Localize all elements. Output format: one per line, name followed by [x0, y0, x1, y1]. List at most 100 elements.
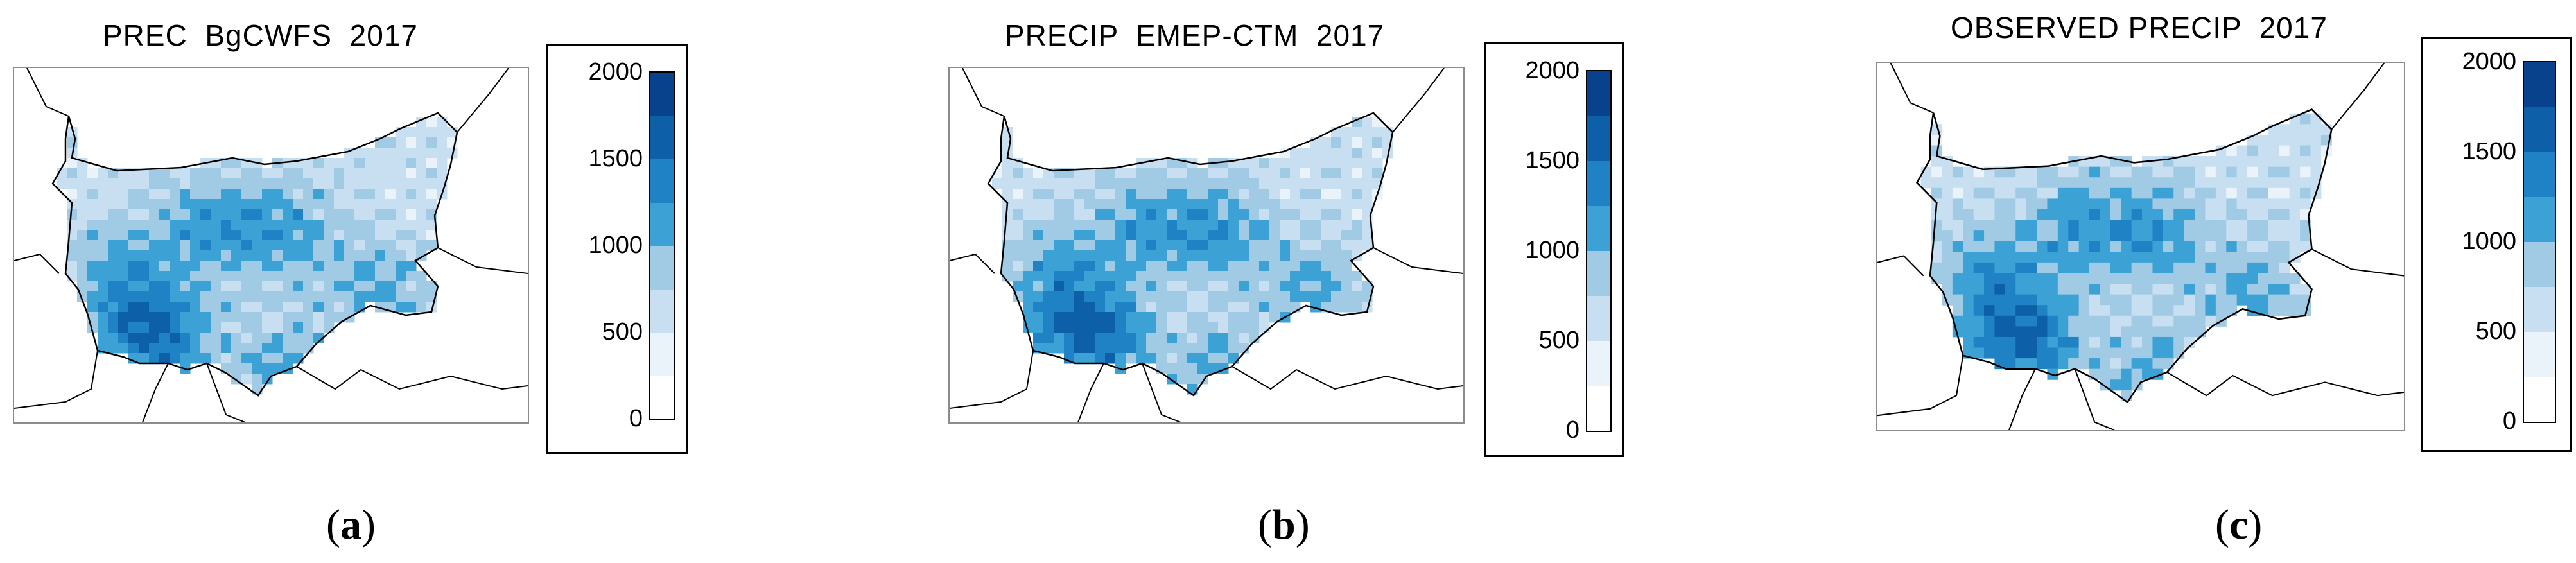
precip-cell	[2110, 252, 2121, 263]
precip-cell	[1084, 250, 1095, 261]
precip-cell	[1167, 209, 1178, 220]
precip-cell	[1197, 271, 1208, 282]
precip-cell	[2005, 358, 2016, 370]
precip-cell	[2184, 177, 2195, 189]
precip-cell	[1136, 312, 1147, 323]
precip-cell	[1952, 177, 1963, 189]
precip-cell	[303, 281, 314, 292]
precip-cell	[283, 312, 293, 323]
precip-cell	[1218, 312, 1229, 323]
precip-cell	[1074, 209, 1085, 220]
precip-cell	[128, 189, 139, 200]
precip-cell	[2057, 220, 2069, 231]
precip-cell	[1942, 177, 1953, 189]
precip-cell	[1269, 189, 1280, 200]
precip-cell	[1208, 302, 1219, 313]
precip-cell	[170, 220, 180, 230]
precip-cell	[1115, 281, 1126, 292]
precip-cell	[190, 322, 201, 333]
precip-cell	[2068, 241, 2080, 252]
precip-cell	[2289, 230, 2301, 242]
precip-cell	[2173, 198, 2185, 210]
precip-cell	[293, 271, 304, 282]
precip-cell	[1362, 281, 1373, 292]
precip-cell	[1942, 209, 1953, 221]
precip-cell	[1218, 281, 1229, 292]
precip-cell	[2110, 336, 2121, 349]
precip-cell	[2089, 262, 2100, 273]
precip-cell	[2047, 358, 2058, 370]
precip-cell	[2078, 284, 2090, 295]
precip-cell	[1002, 240, 1013, 251]
precip-cell	[1984, 294, 1995, 306]
precip-cell	[1105, 168, 1116, 179]
precip-cell	[1043, 322, 1054, 333]
precip-cell	[2152, 209, 2164, 221]
precip-cell	[1084, 312, 1095, 323]
precip-cell	[1331, 250, 1342, 261]
precip-cell	[231, 353, 242, 364]
precip-cell	[1146, 178, 1157, 189]
precip-cell	[2078, 209, 2090, 221]
precip-cell	[1331, 220, 1342, 230]
precip-cell	[1208, 250, 1219, 261]
precip-cell	[2037, 198, 2048, 210]
precip-cell	[324, 250, 335, 261]
precip-cell	[1023, 209, 1034, 220]
precip-cell	[2131, 315, 2143, 327]
precipitation-cells	[1920, 113, 2332, 401]
precip-cell	[2226, 198, 2238, 210]
precip-cell	[375, 230, 386, 241]
precip-cell	[2057, 262, 2069, 273]
precip-cell	[406, 137, 417, 148]
precip-cell	[1064, 302, 1075, 313]
precip-cell	[159, 230, 170, 241]
precip-cell	[241, 230, 252, 241]
precip-cell	[211, 240, 222, 251]
precip-cell	[2110, 379, 2121, 391]
precip-cell	[118, 333, 129, 343]
precip-cell	[2068, 209, 2080, 221]
precip-cell	[354, 291, 365, 302]
precip-cell	[2037, 315, 2048, 327]
precip-cell	[190, 209, 201, 220]
precip-cell	[2300, 284, 2311, 295]
precip-cell	[1167, 230, 1178, 241]
precip-cell	[2121, 187, 2132, 199]
precip-cell	[159, 291, 170, 302]
precip-cell	[190, 220, 201, 230]
neighbor-border-line	[1373, 247, 1463, 274]
precip-cell	[241, 178, 252, 189]
precip-cell	[2258, 198, 2269, 210]
neighbor-border-line	[14, 350, 98, 409]
precip-cell	[1115, 168, 1126, 179]
precip-cell	[344, 281, 355, 292]
precip-cell	[2236, 209, 2248, 221]
precip-cell	[344, 199, 355, 210]
precip-cell	[1942, 284, 1953, 295]
precip-cell	[1095, 189, 1106, 200]
precip-cell	[139, 168, 150, 179]
precip-cell	[1310, 281, 1321, 292]
precip-cell	[1994, 220, 2006, 231]
precip-cell	[1177, 261, 1188, 272]
precip-cell	[1963, 230, 1974, 242]
precip-cell	[1146, 291, 1157, 302]
precip-cell	[1084, 322, 1095, 333]
precip-cell	[128, 199, 139, 210]
precip-cell	[1187, 333, 1198, 343]
precip-cell	[1310, 189, 1321, 200]
precip-cell	[1126, 240, 1136, 251]
precip-cell	[2037, 209, 2048, 221]
precip-cell	[272, 363, 283, 374]
precip-cell	[293, 178, 304, 189]
precip-cell	[1249, 230, 1260, 241]
precip-cell	[1931, 209, 1942, 221]
precip-cell	[1013, 189, 1023, 200]
precip-cell	[1054, 343, 1065, 354]
precip-cell	[334, 168, 345, 179]
precip-cell	[2152, 262, 2164, 273]
precip-cell	[1341, 137, 1352, 148]
precip-cell	[1331, 178, 1342, 189]
precip-cell	[1208, 353, 1219, 364]
